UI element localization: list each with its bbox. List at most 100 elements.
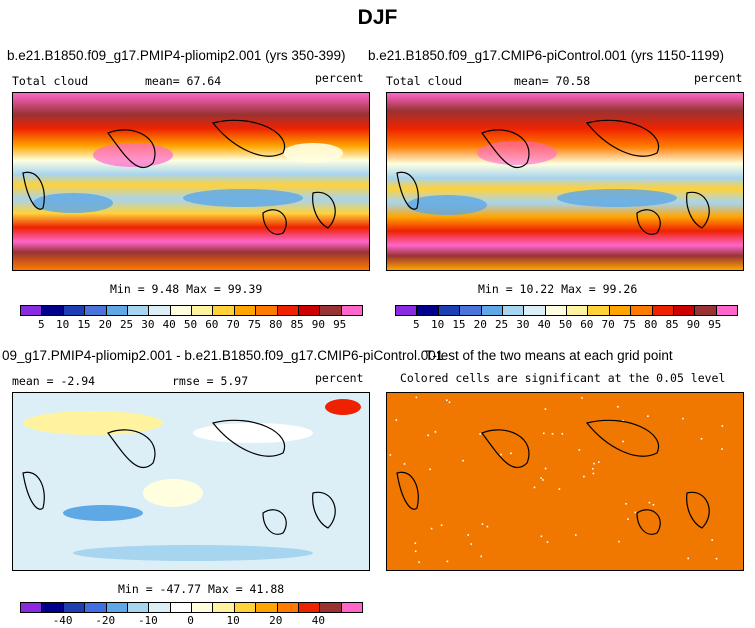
insignificant-point	[415, 396, 418, 399]
insignificant-point	[500, 453, 502, 456]
panel1-map-svg	[13, 93, 369, 270]
colorbar-tick-label: 5	[413, 318, 420, 331]
colorbar-tick-label: 20	[98, 318, 112, 331]
colorbar-swatch	[341, 603, 362, 612]
colorbar-swatch	[256, 306, 278, 315]
insignificant-point	[544, 467, 547, 470]
colorbar-tick-label: 95	[333, 318, 347, 331]
colorbar-tick-label: 20	[473, 318, 487, 331]
panel1-title: b.e21.B1850.f09_g17.PMIP4-pliomip2.001 (…	[7, 48, 346, 63]
panel3-minmax: Min = -47.77 Max = 41.88	[118, 582, 285, 596]
panel3-units: percent	[315, 371, 364, 385]
panel3-blob	[143, 479, 203, 507]
panel1-coastlines	[22, 119, 336, 235]
colorbar-tick-label: 70	[601, 318, 615, 331]
insignificant-point	[510, 452, 512, 455]
colorbar-tick-label: 60	[205, 318, 219, 331]
page-title: DJF	[357, 6, 398, 29]
insignificant-point	[414, 542, 417, 544]
insignificant-point	[470, 543, 473, 545]
insignificant-point	[462, 459, 464, 462]
colorbar-swatch	[502, 306, 525, 315]
panel4-coastlines	[396, 419, 710, 535]
insignificant-point	[700, 438, 703, 440]
panel3-title: 09_g17.PMIP4-pliomip2.001 - b.e21.B1850.…	[2, 348, 444, 363]
insignificant-point	[543, 432, 545, 435]
insignificant-point	[551, 433, 554, 435]
colorbar-tick-label: 80	[269, 318, 283, 331]
colorbar-swatch	[277, 306, 299, 315]
insignificant-point	[721, 425, 724, 427]
insignificant-point	[617, 406, 619, 408]
insignificant-point	[479, 433, 481, 435]
insignificant-point	[542, 479, 544, 481]
colorbar-swatch	[63, 603, 86, 612]
colorbar-swatch	[234, 306, 257, 315]
colorbar-tick-label: 40	[162, 318, 176, 331]
panel1-field	[13, 93, 369, 270]
panel4-subtitle: Colored cells are significant at the 0.0…	[400, 371, 726, 385]
insignificant-point	[592, 472, 595, 475]
colorbar-swatch	[588, 306, 610, 315]
panel4-title: T-test of the two means at each grid poi…	[425, 348, 673, 363]
colorbar-tick-label: 15	[452, 318, 466, 331]
colorbar-swatch	[460, 306, 482, 315]
panel1-colorbar	[20, 305, 363, 316]
colorbar-swatch	[192, 306, 214, 315]
panel3-coastlines	[22, 419, 336, 535]
insignificant-point	[481, 523, 484, 525]
colorbar-swatch	[277, 603, 299, 612]
insignificant-point	[448, 401, 451, 404]
colorbar-swatch	[695, 306, 717, 315]
colorbar-tick-label: -10	[137, 614, 158, 627]
colorbar-swatch	[234, 603, 257, 612]
insignificant-point	[546, 541, 549, 543]
panel3-blob	[73, 545, 313, 561]
colorbar-tick-label: 75	[622, 318, 637, 331]
panel2-map	[386, 92, 744, 271]
insignificant-point	[446, 399, 448, 401]
insignificant-point	[622, 440, 624, 443]
insignificant-point	[533, 486, 536, 489]
colorbar-swatch	[170, 306, 192, 315]
insignificant-point	[544, 408, 547, 410]
insignificant-point	[446, 560, 449, 563]
colorbar-tick-label: -20	[95, 614, 116, 627]
colorbar-tick-label: 40	[311, 614, 325, 627]
panel2-colorbar-ticks: 5 10 15 20 25 30 40 50 60 70 75 80 85 90 95	[395, 318, 736, 332]
colorbar-tick-label: 50	[558, 318, 573, 331]
insignificant-point	[715, 557, 718, 560]
colorbar-swatch	[106, 306, 128, 315]
colorbar-swatch	[609, 306, 632, 315]
insignificant-point	[627, 518, 629, 520]
insignificant-point	[414, 550, 417, 553]
colorbar-swatch	[21, 306, 43, 315]
panel1-blob	[183, 189, 303, 207]
panel2-coastlines	[396, 119, 710, 235]
colorbar-tick-label: 75	[247, 318, 262, 331]
insignificant-point	[434, 431, 437, 433]
panel3-blob	[63, 505, 143, 521]
colorbar-tick-label: 0	[187, 614, 194, 627]
colorbar-swatch	[170, 603, 192, 612]
insignificant-point	[427, 434, 429, 437]
panel1-blob	[283, 143, 343, 163]
panel2-minmax: Min = 10.22 Max = 99.26	[478, 282, 638, 296]
colorbar-tick-label: 50	[183, 318, 198, 331]
panel2-units: percent	[694, 71, 743, 85]
panel4-map-svg	[387, 393, 743, 570]
colorbar-swatch	[524, 306, 546, 315]
colorbar-swatch	[106, 603, 128, 612]
panel3-mean: mean = -2.94	[12, 374, 96, 388]
panel3-blob	[193, 423, 313, 443]
panel2-field	[387, 93, 743, 270]
insignificant-point	[403, 463, 406, 465]
colorbar-swatch	[438, 306, 461, 315]
colorbar-tick-label: 90	[686, 318, 700, 331]
colorbar-swatch	[213, 603, 235, 612]
insignificant-point	[418, 561, 420, 563]
panel2-blob	[477, 141, 557, 165]
panel1-blob	[93, 143, 173, 167]
insignificant-point	[592, 468, 594, 470]
insignificant-point	[652, 504, 655, 506]
